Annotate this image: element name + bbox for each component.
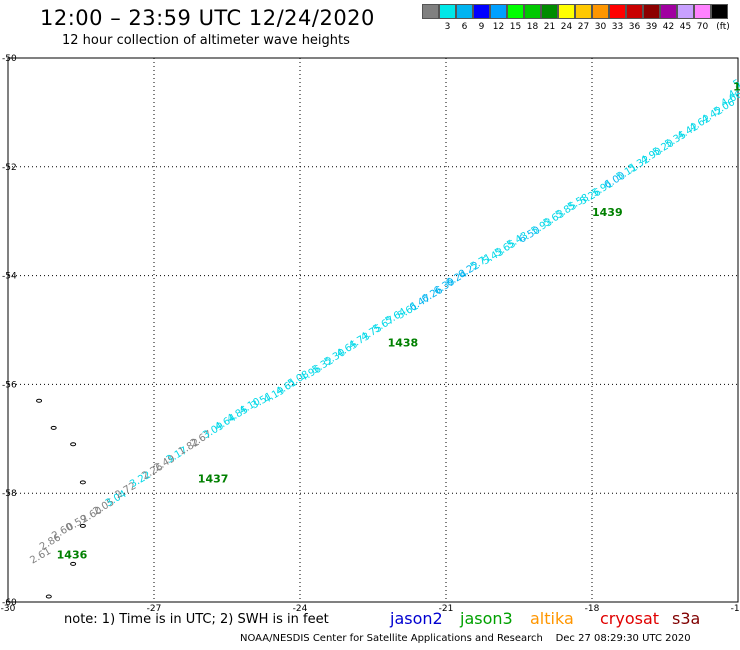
legend-label: 18 (526, 22, 539, 32)
y-tick-label: -50 (2, 54, 17, 64)
satellite-cryosat: cryosat (600, 609, 660, 628)
satellite-jason3: jason3 (460, 609, 513, 628)
legend-label: 45 (679, 22, 692, 32)
island-outline (36, 398, 43, 403)
y-tick-label: -54 (2, 272, 17, 282)
y-tick-label: -58 (2, 489, 17, 499)
y-tick-label: -56 (2, 380, 17, 390)
legend-label: 36 (628, 22, 641, 32)
x-tick-label: -18 (585, 604, 600, 614)
legend-label: 27 (577, 22, 590, 32)
satellite-altika: altika (530, 609, 574, 628)
credit-text: NOAA/NESDIS Center for Satellite Applica… (240, 633, 543, 644)
legend-unit: (ft) (716, 22, 730, 32)
legend-label: 6 (461, 22, 468, 32)
legend-swatch (677, 4, 694, 19)
island-outline (70, 442, 77, 447)
legend-swatch (558, 4, 575, 19)
legend-swatch (524, 4, 541, 19)
chart-title: 12:00 – 23:59 UTC 12/24/2020 (40, 6, 375, 30)
island-outline (79, 480, 86, 485)
y-tick-label: -60 (2, 598, 17, 608)
legend-swatch (694, 4, 711, 19)
legend-label: 3 (444, 22, 451, 32)
legend-label: 30 (594, 22, 607, 32)
island-outline (79, 523, 86, 528)
legend-swatch (626, 4, 643, 19)
island-outline (50, 425, 57, 430)
legend-swatch (660, 4, 677, 19)
legend-label: 39 (645, 22, 658, 32)
legend-swatch (643, 4, 660, 19)
legend-swatch (592, 4, 609, 19)
legend-swatch (507, 4, 524, 19)
legend-label: 21 (543, 22, 556, 32)
legend-swatch (541, 4, 558, 19)
time-label: 14 (733, 81, 740, 94)
satellite-s3a: s3a (672, 609, 701, 628)
legend-swatch (490, 4, 507, 19)
legend-label: 24 (560, 22, 573, 32)
time-label: 1437 (198, 472, 229, 485)
legend-label: 33 (611, 22, 624, 32)
time-label: 1438 (388, 336, 419, 349)
chart-subtitle: 12 hour collection of altimeter wave hei… (62, 33, 350, 48)
legend-swatch (473, 4, 490, 19)
plot-frame (7, 57, 739, 603)
legend-swatch (456, 4, 473, 19)
satellite-jason2: jason2 (390, 609, 443, 628)
legend-swatch (575, 4, 592, 19)
x-tick-label: -15 (731, 604, 740, 614)
timestamp-text: Dec 27 08:29:30 UTC 2020 (555, 633, 691, 644)
credit-line: NOAA/NESDIS Center for Satellite Applica… (240, 633, 691, 644)
x-tick-label: -24 (293, 604, 308, 614)
time-label: 1439 (592, 206, 623, 219)
legend-label: 15 (509, 22, 522, 32)
legend-swatch (711, 4, 728, 19)
x-tick-label: -30 (1, 604, 16, 614)
time-label: 1436 (57, 548, 88, 561)
legend-swatch (439, 4, 456, 19)
legend-swatch (609, 4, 626, 19)
legend-label: 70 (696, 22, 709, 32)
island-outline (45, 594, 52, 599)
legend-swatch (422, 4, 439, 19)
swh-value-label: 5.70 (732, 70, 740, 91)
legend-label: 42 (662, 22, 675, 32)
x-tick-label: -21 (439, 604, 454, 614)
legend-label: 12 (492, 22, 505, 32)
footnote: note: 1) Time is in UTC; 2) SWH is in fe… (64, 612, 329, 627)
x-tick-label: -27 (147, 604, 162, 614)
island-outline (70, 561, 77, 566)
legend-label: 9 (478, 22, 485, 32)
y-tick-label: -52 (2, 163, 17, 173)
